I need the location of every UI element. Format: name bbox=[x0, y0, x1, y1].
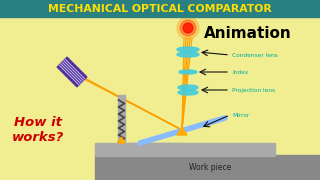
Text: Projection lens: Projection lens bbox=[232, 87, 275, 93]
Circle shape bbox=[180, 20, 196, 36]
Ellipse shape bbox=[177, 47, 199, 52]
Bar bbox=[95, 155, 320, 180]
Text: MECHANICAL OPTICAL COMPARATOR: MECHANICAL OPTICAL COMPARATOR bbox=[48, 3, 272, 13]
Polygon shape bbox=[57, 57, 87, 87]
Polygon shape bbox=[177, 127, 187, 135]
Ellipse shape bbox=[178, 90, 198, 95]
Text: Condenser lens: Condenser lens bbox=[232, 53, 278, 57]
Text: Mirror: Mirror bbox=[232, 112, 249, 118]
Text: How it
works?: How it works? bbox=[12, 116, 64, 144]
Bar bbox=[0, 0, 320, 17]
Bar bbox=[118, 143, 183, 150]
Text: Work piece: Work piece bbox=[189, 163, 231, 172]
Circle shape bbox=[183, 23, 193, 33]
Bar bbox=[95, 143, 275, 156]
Bar bbox=[118, 95, 125, 145]
Ellipse shape bbox=[179, 70, 197, 74]
Polygon shape bbox=[118, 137, 125, 143]
Circle shape bbox=[177, 17, 199, 39]
Ellipse shape bbox=[177, 52, 199, 57]
Ellipse shape bbox=[178, 85, 198, 90]
Text: Animation: Animation bbox=[204, 26, 292, 40]
Text: Index: Index bbox=[232, 69, 248, 75]
